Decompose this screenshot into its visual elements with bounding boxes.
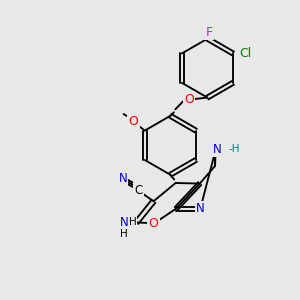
Text: N: N [196, 202, 205, 215]
Text: F: F [205, 26, 212, 39]
Text: H: H [129, 218, 137, 227]
Text: Cl: Cl [239, 47, 251, 60]
Text: N: N [213, 143, 221, 156]
Text: O: O [148, 217, 158, 230]
Text: N: N [120, 216, 128, 229]
Text: O: O [184, 93, 194, 106]
Text: O: O [129, 115, 139, 128]
Text: C: C [134, 184, 142, 196]
Text: H: H [120, 229, 128, 239]
Text: -H: -H [228, 144, 239, 154]
Text: N: N [118, 172, 127, 185]
